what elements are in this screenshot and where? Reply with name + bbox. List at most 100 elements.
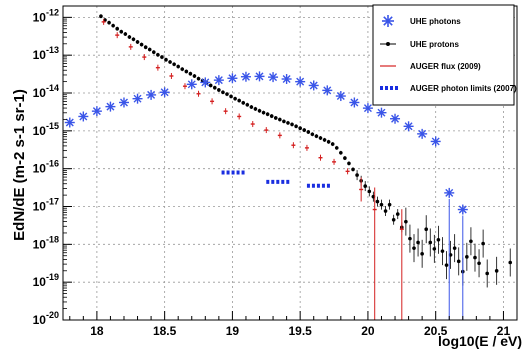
proton-point <box>416 240 420 245</box>
x-tick-label: 19 <box>226 324 240 338</box>
y-axis-label: EdN/dE (m-2 s-1 sr-1) <box>11 89 28 241</box>
photon-point-stroke <box>241 72 250 81</box>
legend-item-uhe-photons: UHE photons <box>382 15 461 27</box>
proton-point <box>111 23 115 28</box>
proton-point <box>469 239 473 244</box>
proton-point <box>456 259 461 264</box>
photon-point-stroke <box>445 188 454 197</box>
photon-point-stroke <box>323 86 332 95</box>
photon-point-stroke <box>458 205 467 214</box>
proton-point <box>188 71 193 76</box>
legend-item-auger-photon-limits: AUGER photon limits (2007) <box>380 84 517 93</box>
proton-point <box>221 90 225 95</box>
legend-label-auger-photon-limits: AUGER photon limits (2007) <box>410 84 517 93</box>
photon-point <box>281 74 292 85</box>
photon-point-stroke <box>404 122 413 131</box>
proton-point <box>119 29 124 34</box>
photon-point-stroke <box>228 74 237 83</box>
photon-point <box>308 80 319 91</box>
proton-point <box>334 146 339 150</box>
proton-point <box>391 217 396 222</box>
proton-point <box>485 271 489 276</box>
proton-point <box>395 212 400 216</box>
proton-point <box>339 150 343 155</box>
proton-point <box>294 124 298 129</box>
proton-point <box>347 161 351 166</box>
proton-point <box>306 130 311 134</box>
proton-point <box>424 227 429 232</box>
legend-item-uhe-protons: UHE protons <box>380 40 459 49</box>
legend-marker-uhe-protons-dot <box>386 42 390 46</box>
photon-point <box>91 106 102 117</box>
x-tick-label: 18.5 <box>153 324 177 338</box>
proton-point <box>351 167 355 172</box>
proton-point <box>225 92 229 96</box>
photon-point <box>362 103 373 114</box>
photon-point <box>118 97 129 108</box>
proton-point <box>127 35 132 39</box>
legend-marker-uhe-photons <box>382 15 394 27</box>
photon-point-stroke <box>269 73 278 82</box>
proton-point <box>330 142 335 146</box>
proton-point <box>290 122 294 127</box>
proton-point <box>147 47 152 52</box>
photon-point-stroke <box>214 76 223 85</box>
x-tick-label: 20.5 <box>424 324 448 338</box>
proton-point <box>180 67 185 71</box>
proton-point <box>326 140 331 144</box>
photon-point <box>417 128 428 139</box>
proton-point <box>168 60 172 64</box>
proton-point <box>343 156 347 160</box>
proton-point <box>302 128 307 132</box>
proton-point <box>282 119 286 124</box>
x-tick-label: 18 <box>90 324 104 338</box>
photon-point <box>200 77 211 88</box>
photon-point <box>322 85 333 96</box>
proton-point <box>265 112 270 116</box>
photon-point <box>78 111 89 122</box>
proton-point <box>257 108 262 113</box>
proton-point <box>192 74 197 78</box>
photon-point-stroke <box>377 108 386 117</box>
series-layer <box>64 14 513 320</box>
proton-point <box>139 42 144 47</box>
proton-point <box>404 219 408 224</box>
photon-point-stroke <box>65 118 74 127</box>
proton-point <box>318 136 323 140</box>
proton-point <box>245 102 250 107</box>
proton-point <box>261 110 266 115</box>
legend-item-auger-flux: AUGER flux (2009) <box>380 62 481 71</box>
photon-point-stroke <box>160 88 169 97</box>
proton-point <box>229 94 233 99</box>
proton-point <box>172 62 176 67</box>
photon-point <box>254 71 265 82</box>
proton-point <box>363 184 368 188</box>
proton-point <box>383 209 388 213</box>
photon-point-stroke <box>255 72 264 81</box>
proton-point <box>436 237 441 242</box>
x-tick-label: 19.5 <box>288 324 312 338</box>
proton-point <box>310 132 315 137</box>
proton-point <box>269 114 274 118</box>
photon-point-stroke <box>363 104 372 113</box>
photon-point <box>159 87 170 98</box>
proton-point <box>452 246 457 250</box>
proton-point <box>212 85 217 90</box>
proton-point <box>241 101 246 105</box>
photon-point <box>403 121 414 132</box>
photon-point-stroke <box>119 98 128 107</box>
photon-point <box>227 73 238 84</box>
photon-point-stroke <box>309 81 318 90</box>
photon-point <box>376 107 387 118</box>
photon-point <box>146 89 157 100</box>
proton-point <box>428 240 433 245</box>
photon-point-stroke <box>133 94 142 103</box>
proton-point <box>196 76 201 81</box>
photon-point-stroke <box>79 112 88 121</box>
proton-point <box>123 32 128 36</box>
legend-label-uhe-photons: UHE photons <box>410 17 461 26</box>
proton-point <box>298 126 302 130</box>
photon-point <box>444 187 455 198</box>
photon-point-stroke <box>336 92 345 101</box>
proton-point <box>217 88 221 92</box>
